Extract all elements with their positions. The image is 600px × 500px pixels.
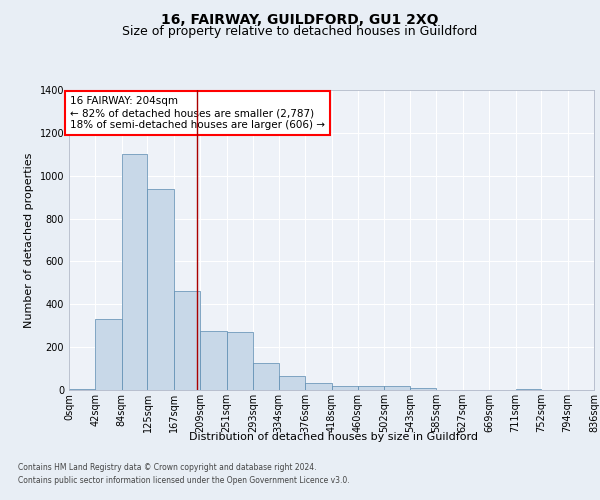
Bar — [305, 382, 331, 390]
Text: Size of property relative to detached houses in Guildford: Size of property relative to detached ho… — [122, 25, 478, 38]
Bar — [200, 331, 227, 390]
Text: 16, FAIRWAY, GUILDFORD, GU1 2XQ: 16, FAIRWAY, GUILDFORD, GU1 2XQ — [161, 12, 439, 26]
Bar — [384, 386, 410, 390]
Bar — [69, 389, 95, 390]
Bar — [174, 292, 200, 390]
Bar — [358, 386, 384, 390]
Text: Contains HM Land Registry data © Crown copyright and database right 2024.: Contains HM Land Registry data © Crown c… — [18, 464, 317, 472]
Bar — [515, 389, 541, 390]
Bar — [253, 363, 279, 390]
Bar — [227, 332, 253, 390]
Bar — [410, 388, 436, 390]
Bar — [95, 320, 122, 390]
Text: Contains public sector information licensed under the Open Government Licence v3: Contains public sector information licen… — [18, 476, 350, 485]
Bar — [331, 386, 358, 390]
Text: 16 FAIRWAY: 204sqm
← 82% of detached houses are smaller (2,787)
18% of semi-deta: 16 FAIRWAY: 204sqm ← 82% of detached hou… — [70, 96, 325, 130]
Bar — [148, 188, 174, 390]
Bar — [122, 154, 148, 390]
Y-axis label: Number of detached properties: Number of detached properties — [24, 152, 34, 328]
Text: Distribution of detached houses by size in Guildford: Distribution of detached houses by size … — [188, 432, 478, 442]
Bar — [279, 376, 305, 390]
